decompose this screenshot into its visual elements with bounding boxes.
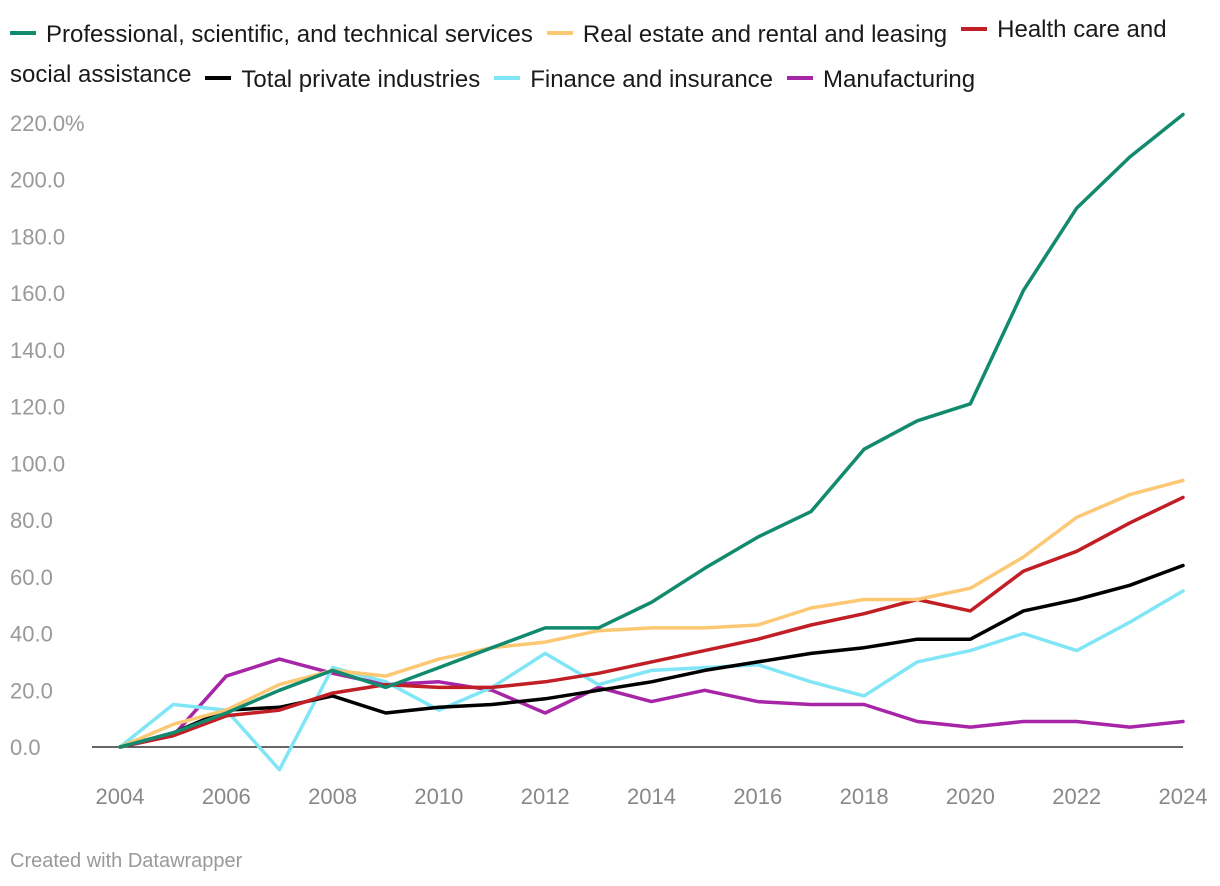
y-tick-label: 160.0 — [10, 281, 65, 306]
y-tick-label: 120.0 — [10, 395, 65, 420]
y-tick-label: 180.0 — [10, 224, 65, 249]
x-tick-label: 2006 — [202, 784, 251, 809]
legend-label: Real estate and rental and leasing — [582, 21, 948, 48]
x-tick-label: 2016 — [733, 784, 782, 809]
legend-label: Professional, scientific, and technical … — [46, 21, 533, 48]
series-line-health-care-and-social-assistance — [118, 495, 1185, 749]
legend-item: Professional, scientific, and technical … — [10, 15, 533, 55]
legend-label: Health care and social assistance — [10, 16, 1167, 88]
legend-item: Total private industries — [205, 60, 480, 100]
legend: Professional, scientific, and technical … — [10, 10, 1215, 100]
legend-swatch — [787, 76, 814, 80]
credit-text: Created with Datawrapper — [10, 850, 243, 872]
series-line-finance-and-insurance — [118, 589, 1185, 772]
y-tick-label: 140.0 — [10, 338, 65, 363]
y-tick-label: 80.0 — [10, 508, 53, 533]
x-tick-label: 2018 — [840, 784, 889, 809]
series-line-professional-scientific-and-technical-services — [118, 112, 1185, 749]
series-lines — [118, 112, 1185, 772]
y-tick-label: 20.0 — [10, 678, 53, 703]
x-tick-label: 2008 — [308, 784, 357, 809]
x-tick-label: 2020 — [946, 784, 995, 809]
y-tick-label: 0.0 — [10, 735, 41, 760]
x-tick-label: 2004 — [96, 784, 145, 809]
legend-item: Finance and insurance — [494, 60, 773, 100]
x-tick-label: 2022 — [1052, 784, 1101, 809]
y-axis: 220.0% 200.0 180.0 160.0 140.0 120.0 100.0 80.0… — [10, 111, 85, 760]
series-line-manufacturing — [118, 657, 1185, 749]
y-tick-label: 40.0 — [10, 622, 53, 647]
legend-swatch — [205, 76, 232, 80]
legend-label: Manufacturing — [823, 66, 976, 93]
x-tick-label: 2010 — [414, 784, 463, 809]
legend-item: Manufacturing — [787, 60, 975, 100]
legend-swatch — [494, 76, 521, 80]
y-tick-label: 100.0 — [10, 451, 65, 476]
x-tick-label: 2024 — [1159, 784, 1208, 809]
legend-swatch — [546, 31, 573, 35]
y-tick-label: 60.0 — [10, 565, 53, 590]
legend-swatch — [10, 31, 36, 35]
y-tick-label: 200.0 — [10, 168, 65, 193]
series-line-real-estate-and-rental-and-leasing — [118, 478, 1185, 749]
x-tick-label: 2014 — [627, 784, 676, 809]
y-tick-label: 220.0% — [10, 111, 85, 136]
legend-swatch — [961, 26, 988, 31]
legend-label: Finance and insurance — [530, 66, 774, 93]
legend-item: Real estate and rental and leasing — [546, 15, 948, 55]
x-tick-label: 2012 — [521, 784, 570, 809]
legend-item: Health care and social assistance — [10, 16, 1167, 88]
x-axis: 2004 2006 2008 2010 2012 2014 2016 2018 2020 2022… — [96, 784, 1208, 809]
legend-label: Total private industries — [241, 66, 481, 93]
